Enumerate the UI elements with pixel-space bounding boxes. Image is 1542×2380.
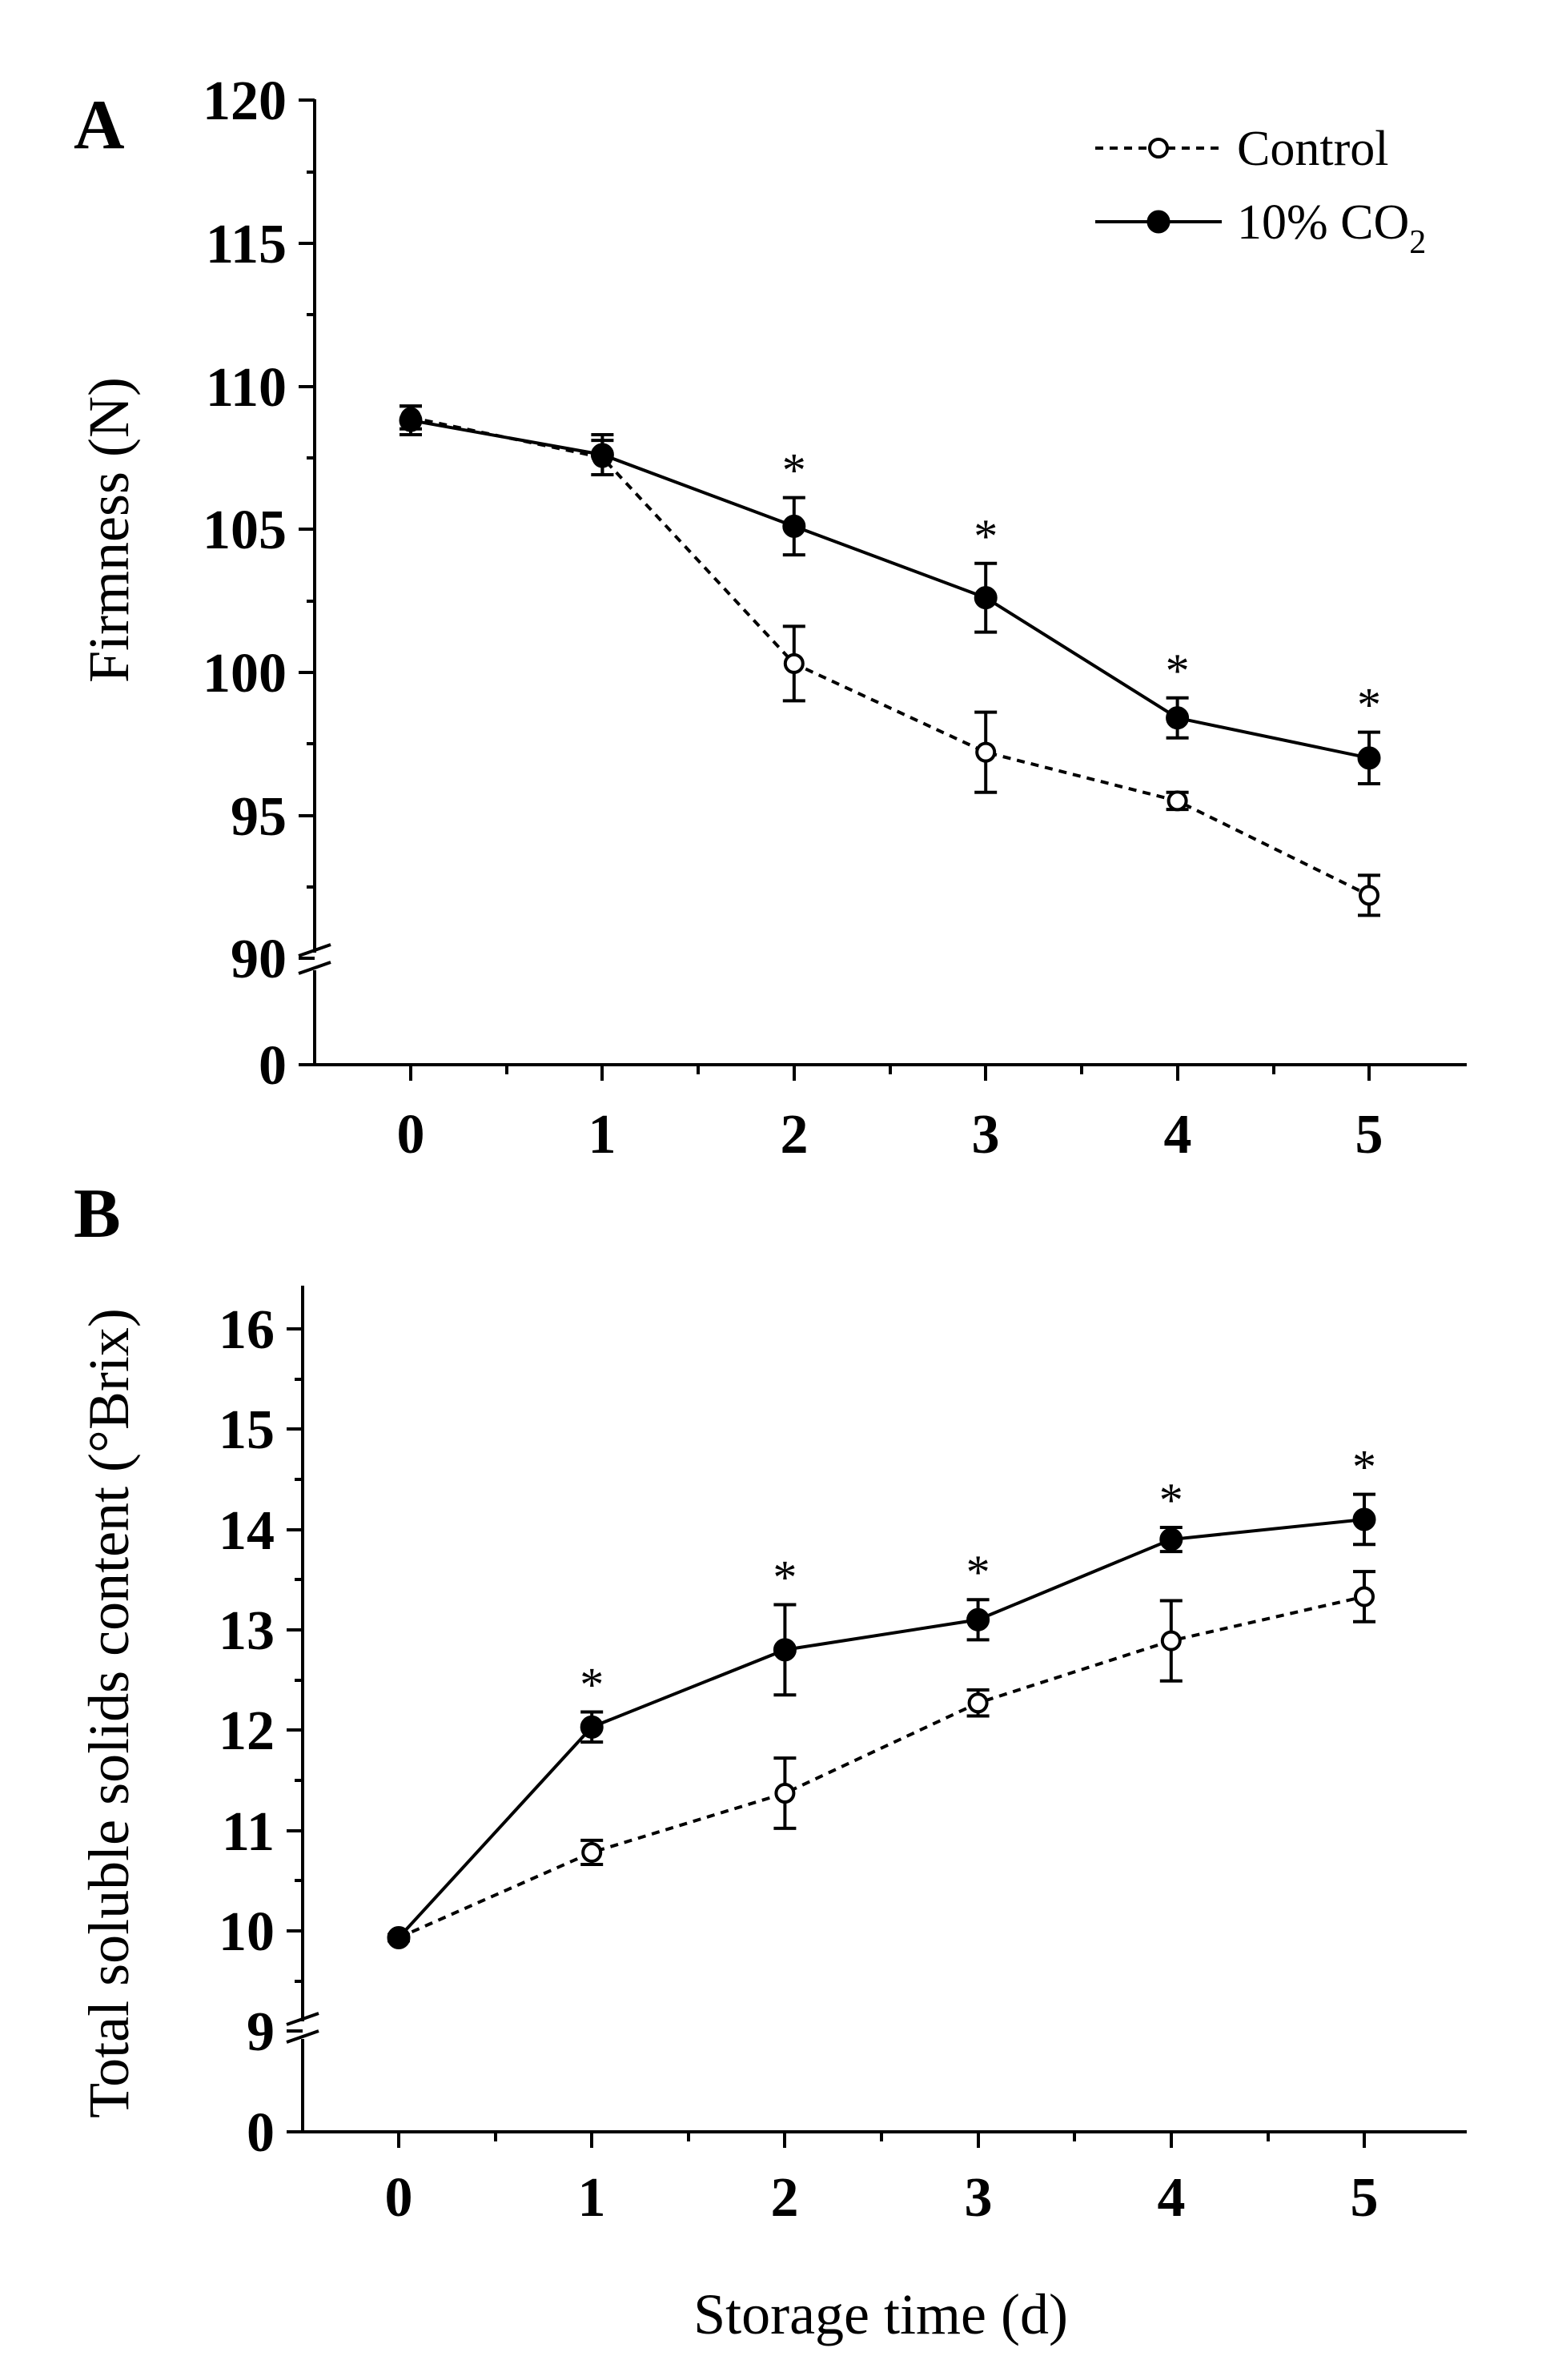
y-tick-label: 120	[203, 70, 287, 132]
series-1-point	[974, 586, 998, 610]
series-1-point	[580, 1715, 604, 1739]
panel-a: A 0 90 95 100	[74, 70, 1467, 1166]
y-tick-label: 90	[231, 929, 287, 990]
series-1-point	[1357, 746, 1381, 770]
panel-a-y-ticks	[299, 98, 315, 1066]
significance-mark: *	[580, 1659, 604, 1712]
panel-b-axes	[286, 1286, 1467, 2133]
significance-mark: *	[1159, 1474, 1183, 1527]
series-1-line	[397, 1517, 1365, 1939]
y-tick-label: 105	[203, 500, 287, 561]
series-0-point	[967, 1692, 989, 1714]
legend-control-label: Control	[1237, 122, 1388, 176]
x-tick-label: 4	[1158, 2167, 1186, 2229]
y-tick-label: 0	[259, 1035, 287, 1097]
series-0-point	[581, 1841, 603, 1863]
series-0-point	[783, 652, 805, 674]
panel-a-axis-break-mark	[298, 943, 331, 957]
y-tick-label: 100	[203, 643, 287, 704]
series-0-line	[410, 415, 1370, 897]
series-1-point	[399, 408, 423, 432]
panel-a-x-tick-labels: 0 1 2 3 4 5	[397, 1104, 1383, 1166]
panel-b-y-tick-labels: 0 9 10 11 12 13 14 15 16	[219, 1299, 275, 2164]
panel-b-x-tick-labels: 0 1 2 3 4 5	[385, 2167, 1379, 2229]
significance-mark: *	[1352, 1441, 1376, 1494]
significance-mark: *	[974, 510, 998, 563]
legend-co2-label: 10% CO2	[1237, 195, 1426, 261]
series-1-point	[773, 1638, 797, 1662]
series-1-point	[1159, 1527, 1183, 1551]
x-tick-label: 1	[588, 1104, 616, 1166]
x-tick-label: 3	[965, 2167, 993, 2229]
significance-mark: *	[1166, 644, 1190, 697]
x-tick-label: 0	[397, 1104, 425, 1166]
y-tick-label: 15	[219, 1399, 275, 1461]
x-tick-label: 1	[578, 2167, 606, 2229]
panel-a-y-tick-labels: 0 90 95 100 105 110 115 120	[203, 70, 287, 1097]
y-tick-label: 10	[219, 1901, 275, 1963]
series-1-point	[782, 514, 806, 538]
panel-a-label: A	[74, 86, 125, 164]
panel-b-y-ticks	[287, 1327, 303, 2133]
legend-co2-marker	[1146, 210, 1171, 234]
y-tick-label: 14	[219, 1500, 275, 1562]
x-tick-label: 0	[385, 2167, 413, 2229]
series-1-point	[1166, 706, 1190, 730]
series-0-point	[1160, 1630, 1182, 1652]
y-tick-label: 110	[206, 357, 287, 419]
series-1-line	[410, 419, 1370, 760]
panel-b-axis-break-mark	[286, 2029, 319, 2044]
panel-a-x-ticks	[409, 1065, 1371, 1081]
series-1-point	[387, 1925, 411, 1949]
x-tick-label: 4	[1164, 1104, 1192, 1166]
series-0-point	[774, 1783, 796, 1804]
y-tick-label: 9	[247, 2001, 275, 2063]
panel-b-x-ticks	[397, 2132, 1366, 2148]
legend-control-marker	[1148, 138, 1169, 159]
series-1-point	[590, 443, 614, 467]
panel-b: B 0 9 1	[74, 1175, 1467, 2346]
series-0-line	[398, 1595, 1365, 1940]
y-tick-label: 16	[219, 1299, 275, 1361]
significance-mark: *	[966, 1546, 990, 1599]
series-0-point	[975, 741, 997, 763]
y-tick-label: 0	[247, 2102, 275, 2164]
y-tick-label: 115	[206, 214, 287, 275]
series-1-point	[1352, 1507, 1376, 1531]
y-tick-label: 11	[222, 1801, 275, 1863]
series-0-point	[1359, 885, 1379, 906]
series-0-point	[1354, 1586, 1375, 1607]
panel-b-label: B	[74, 1175, 121, 1253]
legend-co2-label-subscript: 2	[1409, 224, 1426, 261]
series-1-point	[966, 1607, 990, 1631]
significance-mark: *	[1357, 679, 1381, 732]
significance-mark: *	[773, 1551, 797, 1603]
panel-b-x-axis-title: Storage time (d)	[693, 2282, 1068, 2346]
y-tick-label: 13	[219, 1600, 275, 1662]
x-tick-label: 2	[771, 2167, 799, 2229]
legend-co2-label-main: 10% CO	[1237, 195, 1409, 250]
panel-b-axis-break-mark	[286, 2012, 319, 2026]
panel-b-y-axis-title: Total soluble solids content (°Brix)	[77, 1308, 141, 2118]
y-tick-label: 95	[231, 786, 287, 848]
panel-b-plot: * * * * *	[387, 1441, 1376, 1949]
x-tick-label: 2	[781, 1104, 809, 1166]
x-tick-label: 3	[972, 1104, 1000, 1166]
y-tick-label: 12	[219, 1700, 275, 1762]
x-tick-label: 5	[1351, 2167, 1379, 2229]
panel-a-legend: Control 10% CO2	[1095, 122, 1426, 261]
panel-a-y-axis-title: Firmness (N)	[77, 377, 141, 683]
panel-a-plot: * * * *	[399, 404, 1381, 917]
series-0-point	[1167, 790, 1188, 812]
x-tick-label: 5	[1355, 1104, 1383, 1166]
significance-mark: *	[782, 444, 806, 497]
panel-a-axis-break-mark	[298, 961, 331, 975]
